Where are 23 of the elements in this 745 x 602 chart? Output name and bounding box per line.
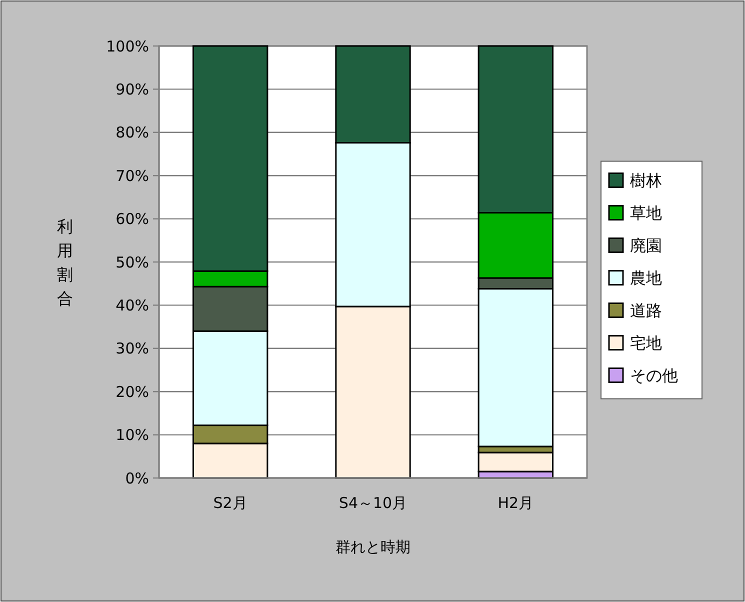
- legend-label: 農地: [630, 268, 662, 288]
- legend-label: 樹林: [630, 170, 662, 190]
- x-tick-label: S2月: [213, 494, 248, 512]
- x-axis-title: 群れと時期: [336, 538, 410, 556]
- legend-label: その他: [630, 366, 678, 385]
- legend-label: 宅地: [630, 333, 662, 352]
- legend-label: 道路: [630, 300, 662, 320]
- y-tick-label: 40%: [116, 296, 149, 314]
- y-tick-label: 70%: [116, 166, 149, 185]
- y-tick-label: 60%: [116, 210, 149, 228]
- y-tick-label: 30%: [116, 340, 149, 358]
- y-tick-label: 90%: [116, 80, 149, 98]
- x-tick-label: S4～10月: [338, 494, 408, 512]
- y-axis-title: 利用割合: [57, 217, 73, 308]
- y-tick-label: 80%: [116, 124, 149, 142]
- y-tick-label: 0%: [125, 469, 149, 488]
- y-tick-label: 50%: [116, 253, 149, 272]
- x-tick-label: H2月: [498, 494, 534, 512]
- legend-label: 廃園: [630, 236, 662, 255]
- y-tick-label: 10%: [116, 426, 149, 444]
- y-tick-label: 100%: [106, 37, 149, 56]
- y-tick-label: 20%: [116, 382, 149, 401]
- legend-label: 草地: [630, 203, 662, 222]
